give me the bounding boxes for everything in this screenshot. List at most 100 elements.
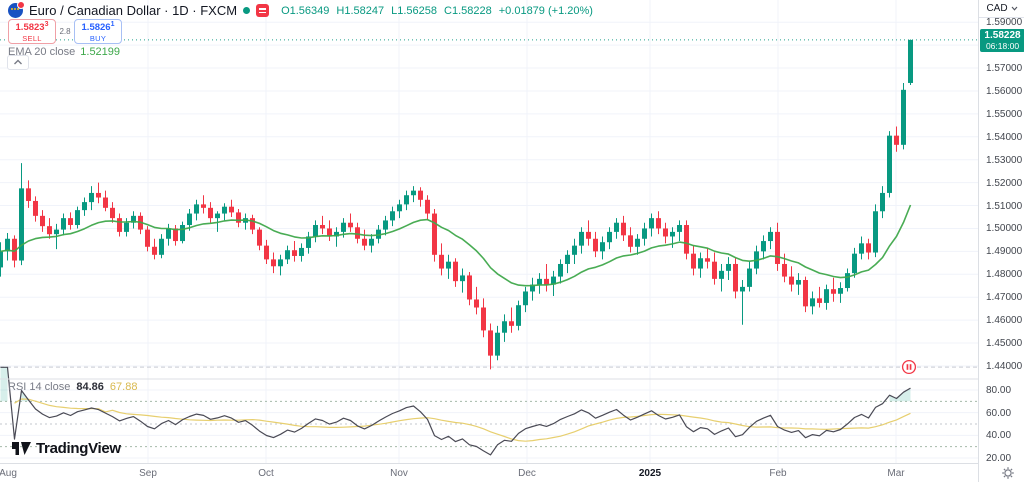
candle-body [614, 222, 619, 232]
spread-value: 2.8 [59, 27, 71, 36]
candle-body [411, 190, 416, 196]
price-tick: 1.49000 [986, 246, 1023, 258]
market-open-dot-icon [243, 7, 251, 14]
currency-dropdown[interactable]: CAD [979, 0, 1024, 18]
time-axis[interactable]: Aug Sep Oct Nov Dec 2025 Feb Mar [0, 463, 978, 483]
candle-body [691, 253, 696, 269]
candle-body [460, 275, 465, 282]
ohlc-item: O1.56349 [281, 4, 330, 17]
candle-body [880, 192, 885, 212]
paused-alert-icon[interactable] [901, 359, 917, 375]
time-axis-label: Aug [0, 468, 17, 479]
candle-body [292, 250, 297, 256]
time-axis-label: Nov [390, 468, 408, 479]
candle-body [124, 222, 129, 232]
candle-body [110, 207, 115, 219]
symbol-title[interactable]: Euro / Canadian Dollar · 1D · FXCM [29, 3, 238, 18]
symbol-header: Euro / Canadian Dollar · 1D · FXCM O1.56… [8, 1, 593, 18]
candle-body [852, 253, 857, 274]
candle-body [796, 280, 801, 285]
candle-body [593, 238, 598, 252]
candle-body [586, 231, 591, 239]
collapse-legend-button[interactable] [7, 55, 29, 70]
candle-body [376, 229, 381, 239]
candle-body [439, 254, 444, 269]
chevron-down-icon [1011, 6, 1017, 11]
candle-body [320, 225, 325, 229]
candle-body [5, 238, 10, 252]
candle-body [824, 289, 829, 303]
bar-countdown: 06:18:00 [985, 40, 1020, 51]
candle-body [733, 263, 738, 292]
sell-button[interactable]: 1.58233 SELL [8, 19, 56, 44]
notification-dot-icon [17, 1, 25, 9]
rsi-line [0, 366, 911, 456]
price-axis[interactable]: CAD 1.59000 1.57000 1.56000 1.55000 1.54000 1… [978, 0, 1024, 482]
candle-body [19, 188, 24, 261]
candle-body [54, 229, 59, 235]
gear-icon[interactable] [1001, 466, 1015, 480]
candle-body [509, 321, 514, 326]
price-tick: 1.51000 [986, 200, 1023, 212]
price-chart-canvas[interactable] [0, 0, 978, 463]
buy-button[interactable]: 1.58261 BUY [74, 19, 122, 44]
candle-body [845, 273, 850, 289]
candle-body [250, 218, 255, 230]
candle-body [327, 228, 332, 237]
candle-body [544, 278, 549, 285]
candle-body [299, 247, 304, 256]
candle-body [698, 258, 703, 269]
candle-body [558, 263, 563, 277]
candle-body [887, 135, 892, 193]
candle-body [628, 235, 633, 247]
candle-body [432, 213, 437, 255]
candle-body [488, 330, 493, 356]
tradingview-logo[interactable]: TradingView [12, 440, 121, 457]
ohlc-item: L1.56258 [391, 4, 438, 17]
candle-body [166, 228, 171, 239]
candle-body [264, 245, 269, 260]
time-axis-label: Dec [518, 468, 536, 479]
candle-body [642, 228, 647, 239]
candle-body [201, 204, 206, 208]
candle-body [579, 231, 584, 246]
candle-body [12, 238, 17, 261]
candle-body [719, 270, 724, 279]
candle-body [467, 275, 472, 300]
price-tick: 1.53000 [986, 154, 1023, 166]
price-tick: 1.45000 [986, 338, 1023, 350]
candle-body [418, 190, 423, 200]
price-tick: 1.48000 [986, 269, 1023, 281]
candle-body [789, 276, 794, 285]
candle-body [180, 225, 185, 242]
candle-body [684, 225, 689, 254]
candle-body [663, 228, 668, 237]
candle-body [803, 280, 808, 307]
candle-body [341, 222, 346, 232]
candle-body [348, 222, 353, 228]
candle-body [873, 211, 878, 253]
news-icon[interactable] [256, 4, 270, 17]
rsi-tick: 40.00 [986, 430, 1012, 442]
ema-indicator-legend[interactable]: EMA 20 close 1.52199 [8, 46, 121, 58]
candle-body [838, 288, 843, 294]
candle-body [152, 246, 157, 255]
candle-body [768, 231, 773, 242]
candle-body [726, 263, 731, 271]
rsi-indicator-legend[interactable]: RSI 14 close 84.86 67.88 [8, 381, 138, 393]
ohlc-item: C1.58228 [444, 4, 492, 17]
candle-body [355, 227, 360, 239]
candle-body [61, 218, 66, 230]
candle-body [565, 254, 570, 264]
candle-body [635, 238, 640, 247]
candle-body [404, 195, 409, 205]
candle-body [453, 261, 458, 282]
candle-body [390, 211, 395, 221]
price-tick: 1.52000 [986, 177, 1023, 189]
candle-body [0, 251, 3, 268]
candle-body [82, 202, 87, 211]
price-tick: 1.57000 [986, 63, 1023, 75]
candle-body [313, 225, 318, 237]
last-price-label: 1.58228 06:18:00 [980, 28, 1024, 52]
candle-body [131, 215, 136, 223]
